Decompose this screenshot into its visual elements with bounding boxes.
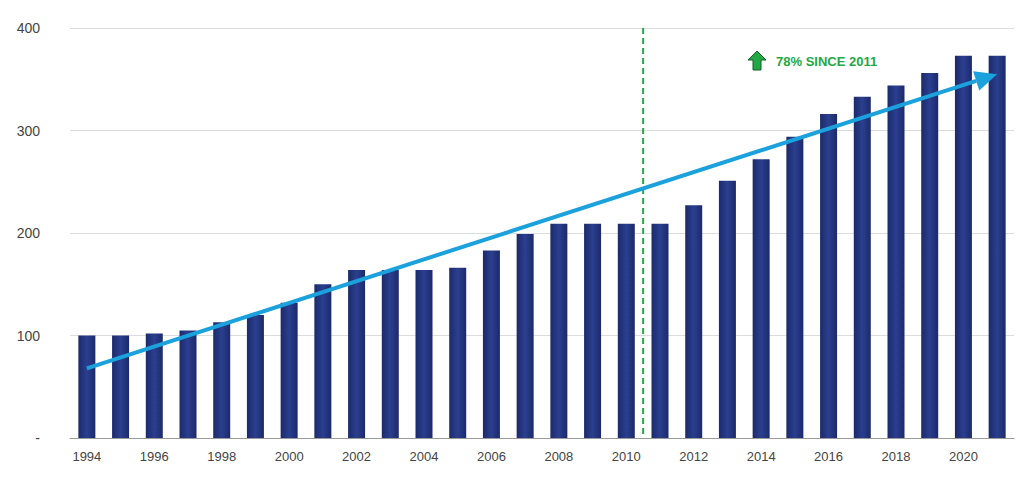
svg-text:2020: 2020 bbox=[949, 449, 978, 464]
svg-text:1994: 1994 bbox=[72, 449, 101, 464]
svg-text:2008: 2008 bbox=[544, 449, 573, 464]
svg-text:-: - bbox=[35, 430, 40, 446]
svg-text:2018: 2018 bbox=[882, 449, 911, 464]
svg-text:2002: 2002 bbox=[342, 449, 371, 464]
svg-text:2010: 2010 bbox=[612, 449, 641, 464]
svg-text:2016: 2016 bbox=[814, 449, 843, 464]
svg-text:1996: 1996 bbox=[140, 449, 169, 464]
svg-text:78% SINCE 2011: 78% SINCE 2011 bbox=[776, 54, 877, 69]
svg-text:100: 100 bbox=[17, 328, 41, 344]
svg-text:2014: 2014 bbox=[747, 449, 776, 464]
svg-text:2004: 2004 bbox=[410, 449, 439, 464]
svg-text:200: 200 bbox=[17, 225, 41, 241]
svg-text:2006: 2006 bbox=[477, 449, 506, 464]
svg-text:1998: 1998 bbox=[207, 449, 236, 464]
svg-text:2012: 2012 bbox=[679, 449, 708, 464]
svg-text:300: 300 bbox=[17, 123, 41, 139]
svg-text:2000: 2000 bbox=[275, 449, 304, 464]
svg-text:400: 400 bbox=[17, 20, 41, 36]
